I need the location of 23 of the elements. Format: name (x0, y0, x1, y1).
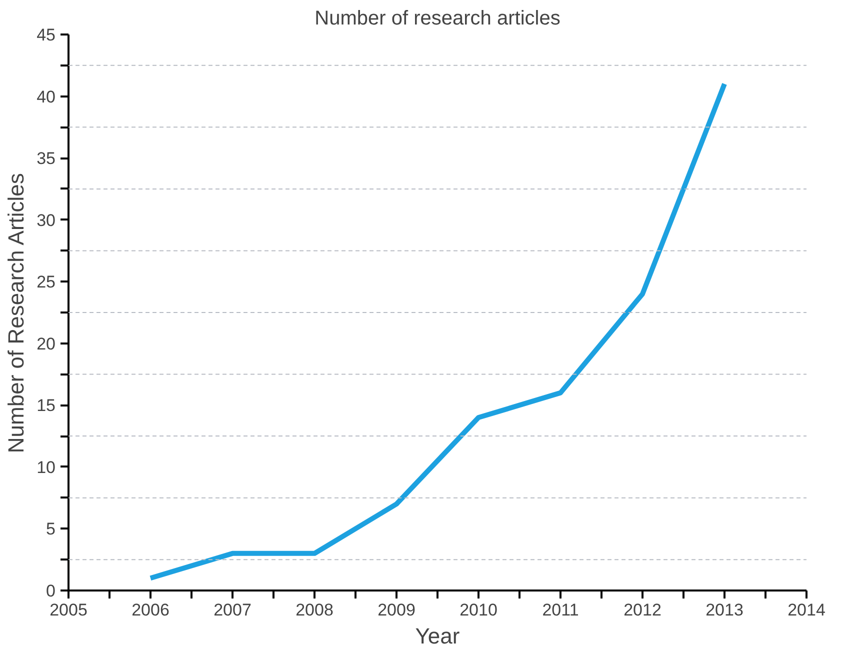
y-tick-label: 15 (36, 396, 56, 416)
x-tick-label: 2009 (378, 600, 416, 620)
y-tick-label: 20 (36, 334, 56, 354)
y-tick-label: 45 (36, 26, 56, 44)
x-tick-label: 2012 (624, 600, 662, 620)
y-axis-title: Number of Research Articles (4, 173, 29, 454)
x-tick-label: 2006 (132, 600, 170, 620)
y-tick-label: 10 (36, 458, 56, 477)
x-tick-label: 2013 (706, 600, 744, 620)
y-tick-label: 35 (36, 149, 56, 168)
y-tick-label: 25 (36, 272, 56, 292)
chart-title: Number of research articles (314, 8, 560, 30)
y-tick-label: 40 (36, 87, 56, 106)
x-axis-title: Year (415, 624, 460, 648)
y-tick-label: 30 (36, 210, 56, 230)
y-tick-label: 0 (46, 582, 56, 600)
x-tick-label: 2014 (788, 600, 826, 620)
x-tick-label: 2007 (214, 600, 252, 620)
x-tick-label: 2010 (460, 600, 498, 620)
y-tick-label: 5 (46, 520, 56, 539)
x-tick-label: 2011 (542, 600, 579, 620)
x-tick-label: 2008 (296, 600, 334, 620)
x-tick-label: 2005 (50, 600, 88, 620)
